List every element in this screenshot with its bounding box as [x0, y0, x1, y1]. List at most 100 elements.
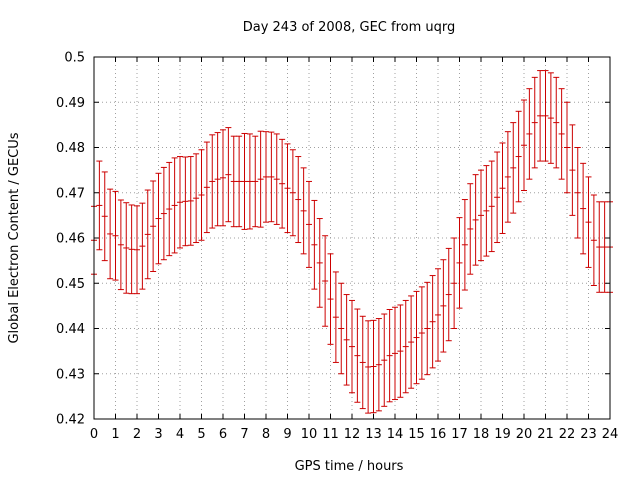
data-point — [327, 253, 334, 345]
data-point — [96, 160, 103, 251]
data-point — [289, 149, 296, 237]
data-point — [117, 199, 124, 291]
data-point — [236, 135, 243, 228]
data-point — [101, 171, 108, 262]
data-point — [112, 190, 119, 281]
data-point — [241, 132, 248, 230]
y-tick-label: 0.44 — [56, 322, 85, 337]
data-point — [440, 259, 447, 353]
data-point — [515, 110, 522, 203]
x-tick-label: 23 — [580, 427, 597, 442]
y-tick-label: 0.46 — [56, 232, 85, 247]
data-point — [499, 142, 506, 234]
data-point — [279, 138, 286, 229]
data-point — [139, 202, 146, 290]
data-point — [252, 135, 259, 228]
data-point — [488, 160, 495, 253]
x-tick-label: 14 — [387, 427, 404, 442]
x-tick-label: 0 — [90, 427, 98, 442]
data-point — [553, 76, 560, 169]
x-tick-label: 5 — [197, 427, 205, 442]
data-point — [402, 299, 409, 394]
data-point — [580, 162, 587, 255]
y-tick-label: 0.48 — [56, 141, 85, 156]
x-tick-label: 19 — [494, 427, 511, 442]
data-point — [569, 124, 576, 216]
data-point — [537, 70, 544, 162]
data-point — [171, 157, 178, 254]
x-tick-label: 15 — [408, 427, 425, 442]
data-point — [413, 290, 420, 385]
data-point — [397, 304, 404, 398]
data-point — [354, 308, 361, 403]
x-tick-label: 17 — [451, 427, 468, 442]
y-tick-label: 0.43 — [56, 367, 85, 382]
data-point — [510, 122, 517, 214]
data-point — [370, 319, 377, 414]
data-point — [574, 147, 581, 239]
data-point — [166, 161, 173, 257]
data-point — [295, 156, 302, 244]
data-point — [564, 101, 570, 194]
data-point — [257, 130, 264, 228]
data-point — [547, 72, 554, 164]
axis-ticks: 0 1 2 3 4 5 6 7 8 9 10 11 12 13 14 15 16 17 18 19 20 21 22 23 24… — [56, 51, 618, 443]
x-tick-label: 20 — [516, 427, 533, 442]
y-tick-label: 0.47 — [56, 186, 85, 201]
data-point — [160, 166, 167, 261]
y-tick-label: 0.45 — [56, 277, 85, 292]
data-point — [230, 135, 237, 228]
x-tick-label: 7 — [240, 427, 248, 442]
data-point — [284, 143, 291, 234]
y-tick-label: 0.49 — [56, 96, 85, 111]
data-point — [198, 149, 205, 241]
data-point — [375, 318, 382, 412]
data-point — [359, 315, 366, 410]
data-point — [177, 156, 183, 249]
data-point — [306, 180, 312, 268]
data-point — [220, 129, 226, 227]
data-point — [246, 133, 253, 230]
x-tick-label: 24 — [602, 427, 619, 442]
x-axis-label: GPS time / hours — [295, 459, 404, 474]
data-point — [542, 70, 549, 162]
data-point — [209, 134, 216, 229]
data-point — [187, 156, 194, 246]
x-tick-label: 3 — [154, 427, 162, 442]
data-point — [128, 204, 135, 295]
data-point — [472, 174, 479, 266]
data-point — [273, 133, 280, 225]
data-point — [521, 99, 527, 191]
data-point — [435, 268, 441, 362]
data-point — [429, 275, 436, 369]
x-tick-label: 16 — [430, 427, 447, 442]
data-point — [392, 306, 398, 401]
data-point — [349, 299, 355, 394]
x-tick-label: 22 — [559, 427, 576, 442]
x-tick-label: 18 — [473, 427, 490, 442]
data-point — [504, 131, 511, 223]
x-tick-label: 1 — [111, 427, 119, 442]
data-point — [316, 218, 323, 308]
data-point — [322, 235, 329, 327]
x-tick-label: 10 — [301, 427, 318, 442]
x-tick-label: 2 — [133, 427, 141, 442]
gec-series — [91, 70, 613, 414]
x-tick-label: 9 — [283, 427, 291, 442]
data-point — [461, 199, 468, 291]
x-tick-label: 21 — [537, 427, 554, 442]
data-point — [601, 201, 608, 293]
data-point — [483, 165, 490, 257]
data-point — [332, 271, 339, 363]
data-point — [134, 205, 140, 295]
data-point — [263, 131, 269, 223]
data-point — [203, 141, 210, 234]
data-point — [365, 320, 372, 414]
y-axis-label: Global Electron Content / GECUs — [7, 132, 22, 343]
x-tick-label: 6 — [219, 427, 227, 442]
data-point — [386, 308, 393, 403]
data-point — [300, 167, 307, 255]
data-point — [107, 188, 114, 280]
data-point — [408, 295, 415, 389]
